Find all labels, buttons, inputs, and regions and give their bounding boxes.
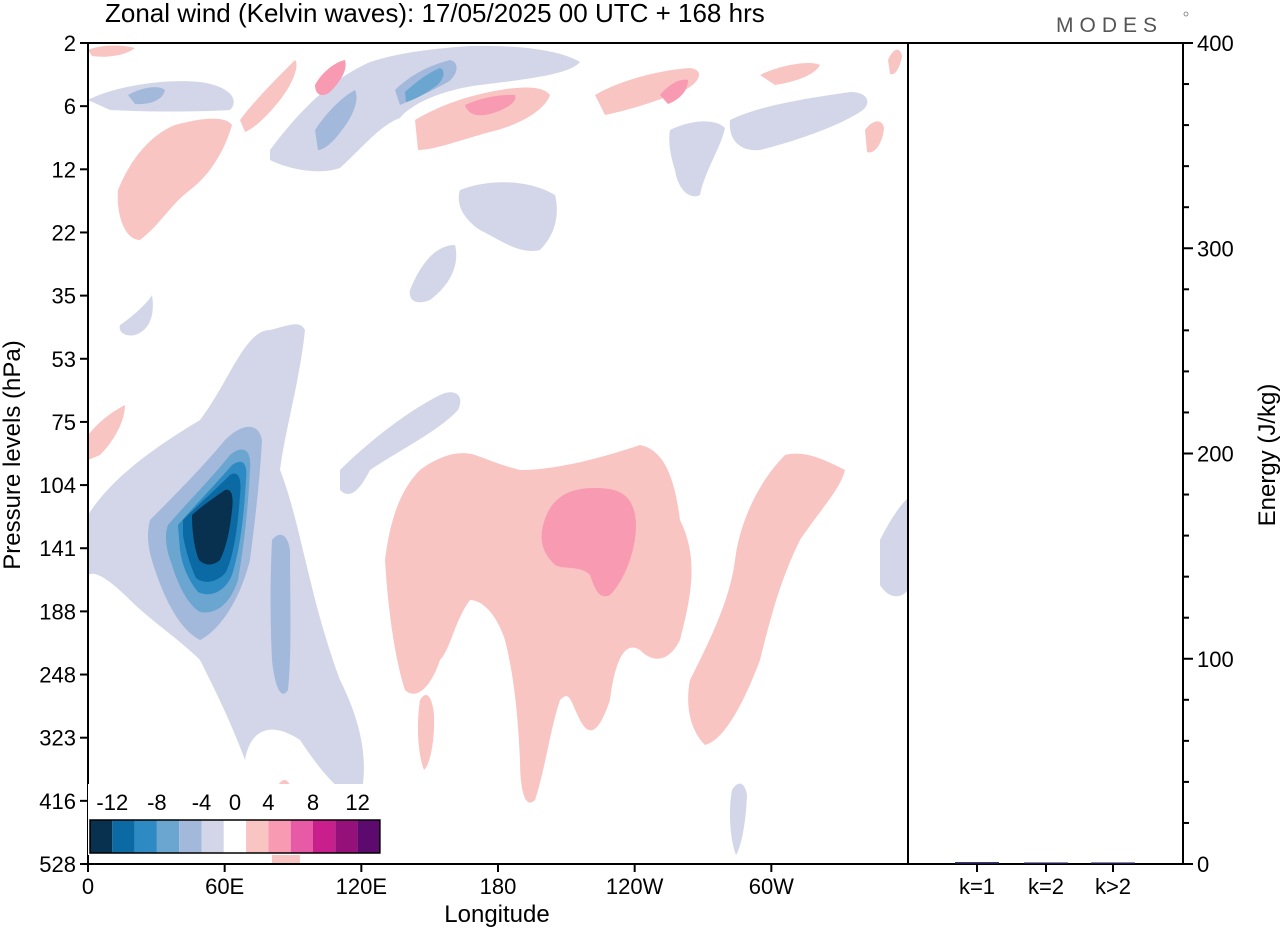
y-tick-label: 35 bbox=[52, 284, 76, 309]
colorbar-swatch bbox=[268, 820, 291, 853]
colorbar-swatch bbox=[313, 820, 336, 853]
contour-positive-bottom-sliver bbox=[417, 695, 435, 770]
energy-bar bbox=[1091, 862, 1135, 864]
x-tick-label: 60E bbox=[205, 874, 244, 899]
x-tick-label: 0 bbox=[82, 874, 94, 899]
energy-tick-label: 300 bbox=[1197, 236, 1234, 261]
colorbar-swatch bbox=[357, 820, 380, 853]
pressure-axis: 2 6 12 22 35 53 75 104 141 188 248 323 416 528 bbox=[39, 31, 88, 877]
y-tick-label: 141 bbox=[39, 536, 76, 561]
colorbar: -12 -8 -4 0 4 8 12 bbox=[88, 784, 382, 855]
contour-negative-mid-upper bbox=[458, 182, 557, 251]
x-tick-label: 120W bbox=[606, 874, 664, 899]
colorbar-swatch bbox=[156, 820, 180, 853]
modes-logo: MODES bbox=[1056, 14, 1163, 37]
colorbar-swatch bbox=[179, 820, 202, 853]
energy-tick-label: 200 bbox=[1197, 442, 1234, 467]
wavenumber-label: k>2 bbox=[1095, 874, 1131, 899]
contour-positive-top-core2 bbox=[315, 60, 346, 96]
contour-positive-top-edge bbox=[88, 45, 135, 57]
colorbar-swatch bbox=[335, 820, 358, 853]
energy-axis-title: Energy (J/kg) bbox=[1254, 384, 1280, 527]
contour-positive-top-right2 bbox=[595, 68, 700, 115]
logo-registered-mark bbox=[1183, 11, 1189, 17]
x-tick-label: 60W bbox=[749, 874, 794, 899]
contour-positive-top-far-right bbox=[760, 63, 820, 85]
contour-negative-right-top bbox=[729, 92, 868, 151]
x-tick-label: 180 bbox=[480, 874, 517, 899]
contour-negative-right-edge bbox=[880, 498, 908, 597]
contour-negative-core-12 bbox=[192, 489, 233, 565]
colorbar-swatch bbox=[223, 820, 247, 853]
y-tick-label: 528 bbox=[39, 852, 76, 877]
colorbar-frame bbox=[89, 819, 381, 854]
contour-negative-mid-upper2 bbox=[409, 245, 457, 303]
contour-field bbox=[88, 45, 908, 864]
y-tick-label: 22 bbox=[52, 220, 76, 245]
y-tick-label: 6 bbox=[64, 94, 76, 119]
contour-positive-core-4 bbox=[541, 488, 636, 597]
y-axis-title: Pressure levels (hPa) bbox=[0, 340, 26, 569]
wavenumber-label: k=1 bbox=[959, 874, 995, 899]
y-tick-label: 104 bbox=[39, 473, 76, 498]
y-tick-label: 188 bbox=[39, 599, 76, 624]
contour-positive-top-core bbox=[465, 94, 516, 116]
colorbar-label: 12 bbox=[345, 790, 369, 815]
wavenumber-label: k=2 bbox=[1028, 874, 1064, 899]
x-axis-title: Longitude bbox=[444, 901, 549, 928]
y-tick-label: 2 bbox=[64, 31, 76, 56]
contour-negative-top-left-4 bbox=[128, 87, 165, 105]
contour-positive-left-edge bbox=[88, 405, 125, 460]
x-tick-label: 120E bbox=[336, 874, 387, 899]
energy-tick-label: 0 bbox=[1197, 852, 1209, 877]
energy-bar bbox=[1024, 862, 1068, 864]
energy-axis: 0 100 200 300 400 bbox=[1183, 31, 1234, 877]
colorbar-label: -12 bbox=[96, 790, 128, 815]
contour-negative-top-band bbox=[270, 45, 580, 172]
colorbar-label: -4 bbox=[192, 790, 212, 815]
wavenumber-axis: k=1 k=2 k>2 bbox=[959, 864, 1131, 899]
colorbar-swatch bbox=[201, 820, 224, 853]
colorbar-label: 4 bbox=[262, 790, 274, 815]
y-tick-label: 53 bbox=[52, 347, 76, 372]
contour-negative-right-top2 bbox=[669, 121, 725, 197]
contour-positive-far-right-small bbox=[865, 121, 884, 153]
colorbar-label: 0 bbox=[229, 790, 241, 815]
contour-negative-top-4b bbox=[315, 90, 357, 150]
contour-positive-right bbox=[688, 453, 845, 745]
contour-negative-top-8 bbox=[405, 68, 444, 102]
energy-bars bbox=[955, 862, 1135, 864]
y-tick-label: 323 bbox=[39, 726, 76, 751]
colorbar-swatch bbox=[134, 820, 157, 853]
colorbar-label: 8 bbox=[307, 790, 319, 815]
contour-positive-left-upper bbox=[117, 118, 232, 240]
contour-negative-mid-band bbox=[340, 392, 461, 494]
contour-negative-column-4 bbox=[270, 534, 291, 694]
y-tick-label: 75 bbox=[52, 410, 76, 435]
colorbar-label: -8 bbox=[147, 790, 167, 815]
contour-positive-top-core3 bbox=[660, 79, 688, 104]
longitude-axis: 0 60E 120E 180 120W 60W bbox=[82, 864, 794, 899]
y-tick-label: 248 bbox=[39, 663, 76, 688]
energy-tick-label: 400 bbox=[1197, 31, 1234, 56]
chart-title: Zonal wind (Kelvin waves): 17/05/2025 00… bbox=[105, 0, 765, 28]
colorbar-swatch bbox=[90, 820, 113, 853]
colorbar-swatch bbox=[290, 820, 313, 853]
colorbar-swatch bbox=[112, 820, 135, 853]
y-tick-label: 416 bbox=[39, 789, 76, 814]
y-tick-label: 12 bbox=[52, 157, 76, 182]
contour-negative-left-mid bbox=[119, 295, 153, 336]
contour-positive-top-left-strip bbox=[240, 60, 297, 132]
contour-negative-bottom-sliver bbox=[729, 783, 747, 855]
energy-panel-frame bbox=[907, 42, 1184, 865]
contour-positive-far-right-top bbox=[888, 49, 902, 75]
colorbar-swatch bbox=[246, 820, 269, 853]
energy-tick-label: 100 bbox=[1197, 647, 1234, 672]
contour-positive-top-right bbox=[415, 87, 550, 150]
energy-bar bbox=[955, 862, 999, 864]
